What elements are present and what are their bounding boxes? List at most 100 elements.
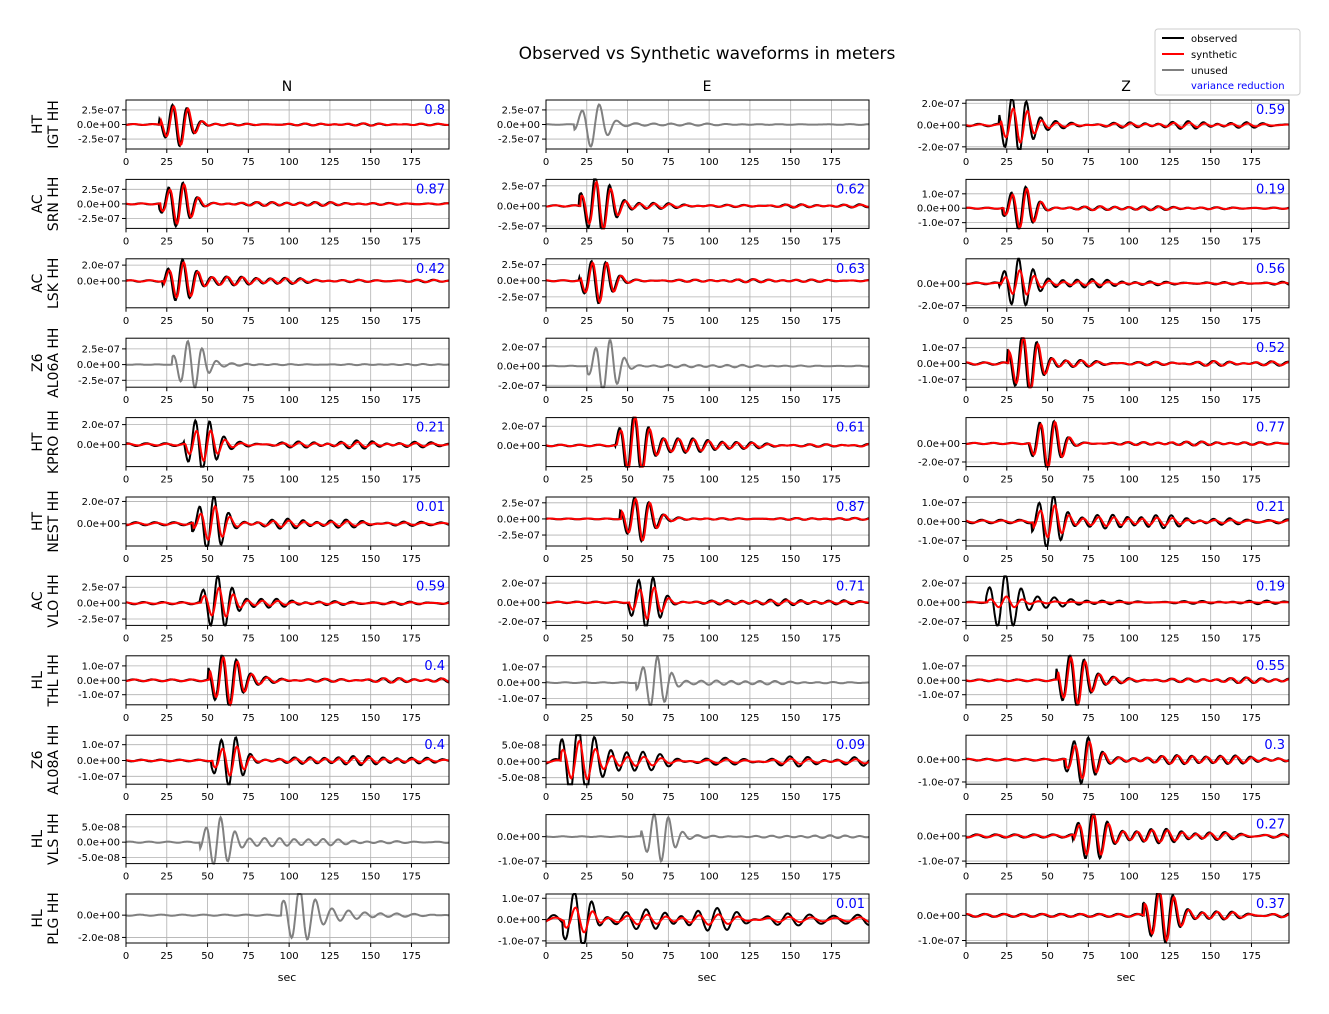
panel-5-n-xtick-label-6: 150	[361, 554, 380, 565]
panel-5-e-xtick-label-2: 50	[621, 554, 634, 565]
panel-4-z-xtick-label-2: 50	[1041, 475, 1054, 486]
panel-5-e-xtick-label-4: 100	[700, 554, 719, 565]
panel-1-n-xtick-label-5: 125	[320, 236, 339, 247]
panel-9-z-xtick-label-0: 0	[963, 872, 969, 883]
panel-4-n-ytick-label-1: 0.0e+00	[77, 440, 120, 451]
panel-3-e-xtick-label-4: 100	[700, 395, 719, 406]
panel-6-n-xtick-label-3: 75	[242, 633, 255, 644]
panel-0-e-ytick-label-0: 2.5e-07	[502, 105, 540, 116]
panel-3-z-frame	[965, 337, 1290, 388]
panel-8-e-ytick-label-2: -5.0e-08	[498, 773, 540, 784]
panel-5-z-xtick-label-4: 100	[1120, 554, 1139, 565]
panel-10-n-frame	[125, 893, 450, 944]
panel-4-n-ytick-label-0: 2.0e-07	[82, 420, 120, 431]
panel-4-e-xtick-label-5: 125	[740, 475, 759, 486]
panel-3-n: 0 25 50 75 100 125 150 175 2.5e-07 0.0e+00 -2.5e-0…	[77, 337, 450, 406]
panel-9-z-xtick-label-5: 125	[1160, 872, 1179, 883]
row-label-network-9: HL	[30, 830, 46, 849]
panel-0-n: 0 25 50 75 100 125 150 175 2.5e-07 0.0e+00 -2.5e-0…	[77, 99, 450, 168]
panel-0-e-ytick-label-2: -2.5e-07	[498, 135, 540, 146]
panel-6-z-ytick-label-2: -2.0e-07	[918, 617, 960, 628]
panel-10-e-xtick-label-1: 25	[580, 951, 593, 962]
panel-5-n-xtick-label-3: 75	[242, 554, 255, 565]
panel-6-z-xtick-label-6: 150	[1201, 633, 1220, 644]
row-label-station-5: NEST HH	[46, 490, 62, 552]
row-label-station-8: AL08A HH	[46, 725, 62, 795]
panel-10-e-frame	[545, 893, 870, 944]
panel-3-z-ytick-label-0: 1.0e-07	[922, 343, 960, 354]
panel-9-e-xtick-label-1: 25	[580, 872, 593, 883]
panel-5-z-synthetic-trace	[965, 503, 1289, 539]
panel-2-n-xtick-label-6: 150	[361, 316, 380, 327]
panel-0-n-xtick-label-3: 75	[242, 157, 255, 168]
panel-2-z: 0 25 50 75 100 125 150 175 0.0e+00 -2.0e-07 0.56	[917, 257, 1290, 327]
row-label-station-10: PLG HH	[46, 892, 62, 945]
panel-3-z-variance-reduction: 0.52	[1256, 341, 1285, 356]
panel-2-z-synthetic-trace	[965, 268, 1290, 296]
panel-6-n-xtick-label-2: 50	[201, 633, 214, 644]
panel-8-n-synthetic-trace	[125, 745, 450, 777]
panel-4-e-variance-reduction: 0.61	[836, 421, 865, 436]
panel-4-e-xtick-label-2: 50	[621, 475, 634, 486]
panel-3-e: 0 25 50 75 100 125 150 175 2.0e-07 0.0e+00 -2.0e-0…	[497, 337, 870, 406]
panel-8-z-xtick-label-6: 150	[1201, 792, 1220, 803]
panel-7-z-xtick-label-2: 50	[1041, 713, 1054, 724]
panel-6-z-observed-trace	[965, 575, 1290, 627]
panel-5-z-variance-reduction: 0.21	[1256, 500, 1285, 515]
panel-9-e-xtick-label-5: 125	[740, 872, 759, 883]
panel-8-n-xtick-label-4: 100	[280, 792, 299, 803]
panel-2-e: 0 25 50 75 100 125 150 175 2.5e-07 0.0e+00 -2.5e-0…	[497, 258, 870, 327]
panel-5-n-ytick-label-1: 0.0e+00	[77, 519, 120, 530]
panel-5-n-synthetic-trace	[125, 504, 450, 541]
panel-7-e: 0 25 50 75 100 125 150 175 1.0e-07 0.0e+00 -1.0e-0…	[497, 655, 870, 724]
panel-5-z-xtick-label-6: 150	[1201, 554, 1220, 565]
panel-8-n-frame	[125, 734, 450, 785]
panel-7-z-synthetic-trace	[965, 656, 1290, 706]
panel-4-e-xtick-label-6: 150	[781, 475, 800, 486]
panel-1-z-ytick-label-2: -1.0e-07	[918, 218, 960, 229]
panel-6-e-variance-reduction: 0.71	[836, 579, 865, 594]
panel-10-z-xtick-label-7: 175	[1242, 951, 1261, 962]
panel-2-n-xtick-label-3: 75	[242, 316, 255, 327]
panel-5-e-ytick-label-1: 0.0e+00	[497, 514, 540, 525]
panel-6-e-xtick-label-7: 175	[822, 633, 841, 644]
panel-3-n-ytick-label-2: -2.5e-07	[78, 376, 120, 387]
panel-7-z-xtick-label-4: 100	[1120, 713, 1139, 724]
column-title-e: E	[703, 79, 712, 95]
row-label-station-2: LSK HH	[46, 258, 62, 309]
row-label-network-3: Z6	[30, 353, 46, 372]
panel-3-e-xtick-label-7: 175	[822, 395, 841, 406]
panel-9-z-ytick-label-1: -1.0e-07	[918, 857, 960, 868]
panel-4-n-xtick-label-7: 175	[402, 475, 421, 486]
panel-8-z-xtick-label-1: 25	[1000, 792, 1013, 803]
panel-6-e-xtick-label-0: 0	[543, 633, 549, 644]
panel-2-n-xtick-label-7: 175	[402, 316, 421, 327]
panel-8-z-ytick-label-0: 0.0e+00	[917, 755, 960, 766]
panel-3-e-xtick-label-2: 50	[621, 395, 634, 406]
row-label-network-8: Z6	[30, 750, 46, 769]
panel-7-z-xtick-label-0: 0	[963, 713, 969, 724]
panel-5-e-ytick-label-2: -2.5e-07	[498, 531, 540, 542]
panel-8-e-frame	[545, 734, 870, 785]
panel-9-e-xtick-label-6: 150	[781, 872, 800, 883]
panel-8-e-observed-trace	[545, 734, 870, 786]
panel-10-e-synthetic-trace	[545, 906, 870, 934]
panel-10-z-xtick-label-3: 75	[1082, 951, 1095, 962]
panel-3-n-xtick-label-4: 100	[280, 395, 299, 406]
panel-7-z-variance-reduction: 0.55	[1256, 659, 1285, 674]
panel-6-n-xtick-label-4: 100	[280, 633, 299, 644]
panel-6-e: 0 25 50 75 100 125 150 175 2.0e-07 0.0e+00 -2.0e-0…	[497, 575, 870, 644]
panel-8-e-xtick-label-1: 25	[580, 792, 593, 803]
panel-5-n-xtick-label-1: 25	[160, 554, 173, 565]
panel-5-e-frame	[545, 496, 870, 547]
panel-4-z: 0 25 50 75 100 125 150 175 0.0e+00 -2.0e-07 0.77	[917, 417, 1290, 486]
panel-5-z-xtick-label-2: 50	[1041, 554, 1054, 565]
panel-10-e-ytick-label-0: 1.0e-07	[502, 894, 540, 905]
panel-9-e: 0 25 50 75 100 125 150 175 0.0e+00 -1.0e-07	[497, 813, 870, 883]
panel-3-e-xtick-label-5: 125	[740, 395, 759, 406]
panel-7-n: 0 25 50 75 100 125 150 175 1.0e-07 0.0e+00 -1.0e-0…	[77, 654, 450, 724]
panel-0-z-ytick-label-1: 0.0e+00	[917, 121, 960, 132]
panel-4-z-frame	[965, 417, 1290, 468]
panel-9-e-xtick-label-4: 100	[700, 872, 719, 883]
panel-8-e-xtick-label-4: 100	[700, 792, 719, 803]
